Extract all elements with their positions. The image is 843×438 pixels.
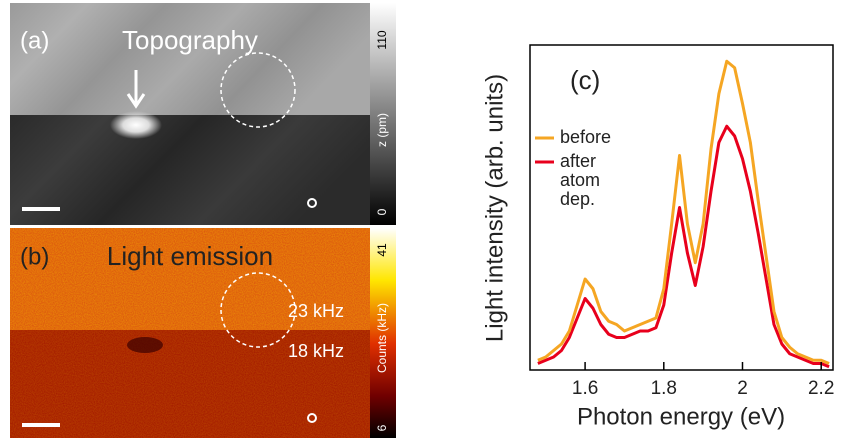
colorbar — [370, 3, 396, 225]
tip-marker — [307, 413, 317, 423]
colorbar-tick: 6 — [375, 424, 389, 431]
series-line — [537, 59, 830, 365]
panel-title: Topography — [122, 25, 258, 55]
tip-marker — [307, 198, 317, 208]
adatom — [110, 111, 162, 139]
y-axis-title: Light intensity (arb. units) — [481, 74, 508, 342]
dashed-circle — [220, 272, 296, 348]
colorbar-tick: 110 — [375, 30, 389, 49]
legend-label: after atom dep. — [560, 151, 601, 209]
colorbar-tick: 41 — [375, 243, 389, 257]
plot — [537, 59, 830, 369]
rate-label: 18 kHz — [288, 341, 344, 361]
panel-title: Light emission — [107, 241, 273, 271]
dark-spot — [127, 337, 163, 353]
panel-label: (a) — [20, 27, 49, 54]
dashed-circle — [220, 52, 296, 128]
topo-lower — [10, 115, 370, 225]
colorbar-tick: 0 — [375, 208, 389, 215]
topo-upper — [10, 3, 370, 115]
rate-label: 23 kHz — [288, 301, 344, 321]
emission-noise — [10, 228, 370, 330]
colorbar — [370, 228, 396, 438]
arrow — [126, 70, 146, 109]
legend-label: before — [560, 127, 612, 147]
x-tick-label: 2.2 — [808, 378, 834, 399]
emission-noise — [10, 330, 370, 438]
panel-label: (b) — [20, 243, 49, 270]
x-axis-title: Photon energy (eV) — [577, 403, 785, 430]
colorbar-label: Counts (kHz) — [375, 303, 389, 373]
series-line — [537, 124, 830, 369]
x-tick-label: 2 — [737, 378, 748, 399]
x-tick-label: 1.8 — [651, 378, 677, 399]
plot-frame — [529, 44, 834, 371]
colorbar-label: z (pm) — [375, 113, 389, 147]
panel-label: (c) — [570, 65, 600, 95]
x-tick-label: 1.6 — [572, 378, 598, 399]
